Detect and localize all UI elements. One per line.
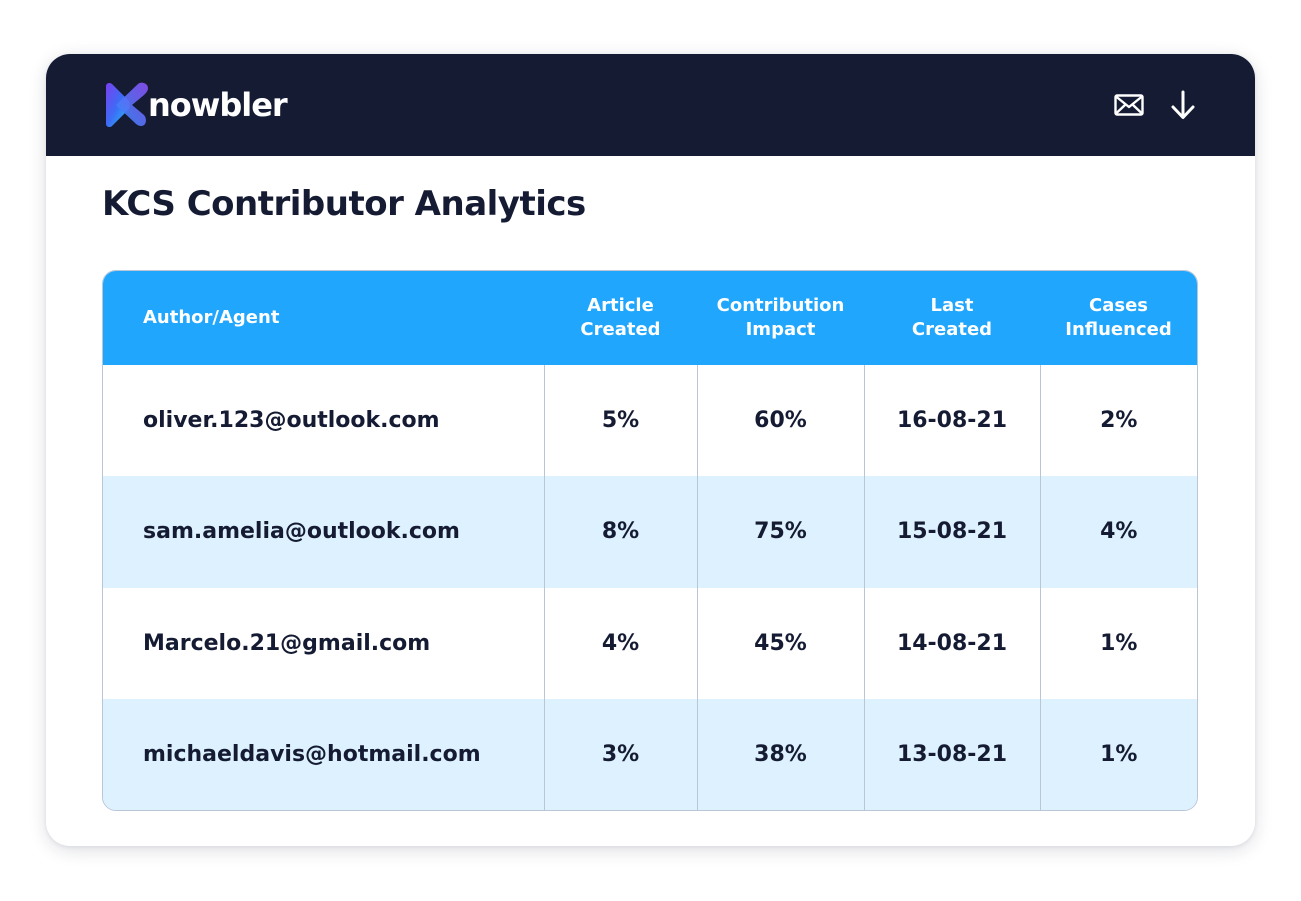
table-header-row: Author/Agent Article Created Contributio… [103,271,1197,365]
cell-cases-influenced: 1% [1039,587,1197,699]
cell-last-created: 16-08-21 [863,365,1040,477]
cell-author: oliver.123@outlook.com [143,408,440,434]
column-header-label: Last [930,295,974,316]
cell-article-created: 4% [543,587,697,699]
brand-mark-icon [106,82,148,128]
column-header-label: Article [587,295,654,316]
cell-article-created: 8% [543,476,697,588]
download-button[interactable] [1167,89,1199,121]
cell-contribution-impact: 38% [696,698,864,810]
cell-author: sam.amelia@outlook.com [103,476,544,588]
app-header: nowbler [46,54,1255,156]
page-title: KCS Contributor Analytics [102,184,586,224]
cell-contribution-impact: 75% [696,476,864,588]
column-header-label: Created [911,319,993,340]
contributor-table: Author/Agent Article Created Contributio… [102,270,1198,811]
cell-contribution-impact: 45% [696,587,864,699]
column-header-article-created[interactable]: Article Created [544,271,697,365]
mail-button[interactable] [1113,89,1145,121]
cell-cases-influenced: 1% [1039,698,1197,810]
cell-article-created: 5% [543,365,697,477]
column-header-cases-influenced[interactable]: Cases Influenced [1040,271,1197,365]
column-header-label: Cases [1089,295,1148,316]
report-card: nowbler KCS Contributor Analytics [46,54,1255,846]
cell-last-created: 15-08-21 [863,476,1040,588]
table-row[interactable]: oliver.123@outlook.com 5% 60% 16-08-21 2… [103,365,1197,477]
column-header-contribution-impact[interactable]: Contribution Impact [697,271,864,365]
brand-name: nowbler [148,86,288,124]
cell-last-created: 14-08-21 [863,587,1040,699]
cell-last-created: 13-08-21 [863,698,1040,810]
cell-article-created: 3% [543,698,697,810]
cell-cases-influenced: 4% [1039,476,1197,588]
table-row[interactable]: sam.amelia@outlook.com 8% 75% 15-08-21 4… [103,476,1197,588]
cell-contribution-impact: 60% [696,365,864,477]
table-row[interactable]: michaeldavis@hotmail.com 3% 38% 13-08-21… [103,698,1197,810]
column-header-last-created[interactable]: Last Created [864,271,1040,365]
column-header-label: Influenced [1065,319,1172,340]
cell-cases-influenced: 2% [1039,365,1197,477]
mail-icon [1114,94,1144,116]
column-header-label: Contribution [716,295,845,316]
cell-author: michaeldavis@hotmail.com [103,698,544,810]
column-header-label: Impact [745,319,816,340]
column-header-label: Created [580,319,661,340]
column-header-label: Author/Agent [143,307,280,328]
header-actions [1113,89,1199,121]
column-header-author[interactable]: Author/Agent [103,271,544,365]
brand-logo[interactable]: nowbler [102,82,288,128]
download-arrow-icon [1171,90,1195,119]
cell-author: Marcelo.21@gmail.com [143,630,431,656]
table-row[interactable]: Marcelo.21@gmail.com 4% 45% 14-08-21 1% [103,587,1197,699]
